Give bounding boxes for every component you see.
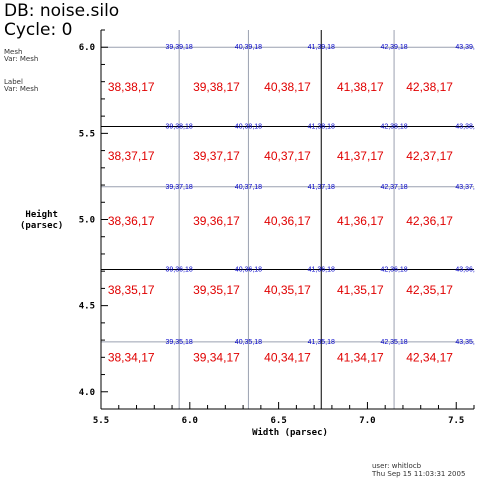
node-label: 43,37, [455,184,475,191]
node-label: 42,37,18 [380,184,407,191]
plot-header: DB: noise.silo Cycle: 0 [4,2,119,40]
y-tick-label: 4.0 [79,388,95,398]
zone-label: 39,36,17 [193,214,240,228]
zone-label: 39,34,17 [193,350,240,364]
node-label: 42,36,18 [380,266,407,273]
zone-label: 38,34,17 [108,350,155,364]
y-tick-label: 4.5 [79,302,95,312]
zone-label: 41,36,17 [337,214,384,228]
x-axis-label: Width (parsec) [252,428,328,438]
zone-label: 41,38,17 [337,80,384,94]
x-tick-label: 6.5 [270,416,286,426]
zone-label: 40,35,17 [264,283,311,297]
x-tick-label: 7.5 [448,416,464,426]
node-label: 40,37,18 [235,184,262,191]
zone-label: 42,35,17 [406,283,453,297]
zone-label: 42,37,17 [406,149,453,163]
node-label: 39,39,18 [166,44,193,51]
y-axis-label-line2: (parsec) [20,221,64,231]
node-label: 42,38,18 [380,123,407,130]
zone-label: 38,35,17 [108,283,155,297]
node-label: 39,35,18 [166,339,193,346]
zone-label: 40,37,17 [264,149,311,163]
node-label: 39,37,18 [166,184,193,191]
zone-label: 39,35,17 [193,283,240,297]
y-axis-label: Height (parsec) [20,210,63,232]
zone-label: 42,34,17 [406,350,453,364]
node-label: 41,38,18 [308,123,335,130]
node-label: 41,39,18 [308,44,335,51]
x-tick-label: 7.0 [359,416,375,426]
y-axis-label-line1: Height [25,210,58,220]
zone-label: 42,38,17 [406,80,453,94]
node-label: 43,39, [455,44,475,51]
y-tick-label: 5.0 [79,216,95,226]
zone-label: 38,36,17 [108,214,155,228]
zone-label: 40,38,17 [264,80,311,94]
footer: user: whitlocb Thu Sep 15 11:03:31 2005 [372,462,465,478]
mesh-legend: Mesh Var: Mesh [4,49,38,63]
node-label: 41,36,18 [308,266,335,273]
node-label: 41,35,18 [308,339,335,346]
label-legend-var: Var: Mesh [4,85,39,93]
label-legend-title: Label [4,78,23,86]
zone-label: 40,36,17 [264,214,311,228]
x-tick-label: 6.0 [182,416,198,426]
x-tick-label: 5.5 [93,416,109,426]
footer-date: Thu Sep 15 11:03:31 2005 [372,470,466,478]
mesh-legend-var: Var: Mesh [4,55,39,63]
label-legend: Label Var: Mesh [4,79,38,93]
zone-label: 40,34,17 [264,350,311,364]
node-label: 40,38,18 [235,123,262,130]
node-label: 40,35,18 [235,339,262,346]
zone-label: 38,38,17 [108,80,155,94]
zone-label: 39,38,17 [193,80,240,94]
node-label: 40,39,18 [235,44,262,51]
node-label: 41,37,18 [308,184,335,191]
zone-label: 42,36,17 [406,214,453,228]
zone-label: 41,34,17 [337,350,384,364]
zone-label: 38,37,17 [108,149,155,163]
y-tick-label: 6.0 [79,43,95,53]
node-label: 43,38, [455,123,475,130]
node-label: 40,36,18 [235,266,262,273]
cycle-label: Cycle: 0 [4,20,73,40]
node-label: 39,36,18 [166,266,193,273]
node-label: 43,36, [455,266,475,273]
y-tick-label: 5.5 [79,129,95,139]
node-label: 42,39,18 [380,44,407,51]
node-label: 43,35, [455,339,475,346]
zone-label: 39,37,17 [193,149,240,163]
zone-label: 41,35,17 [337,283,384,297]
node-label: 39,38,18 [166,123,193,130]
database-name: DB: noise.silo [4,1,120,21]
node-label: 42,35,18 [380,339,407,346]
zone-label: 41,37,17 [337,149,384,163]
mesh-legend-title: Mesh [4,48,23,56]
footer-user: user: whitlocb [372,462,422,470]
